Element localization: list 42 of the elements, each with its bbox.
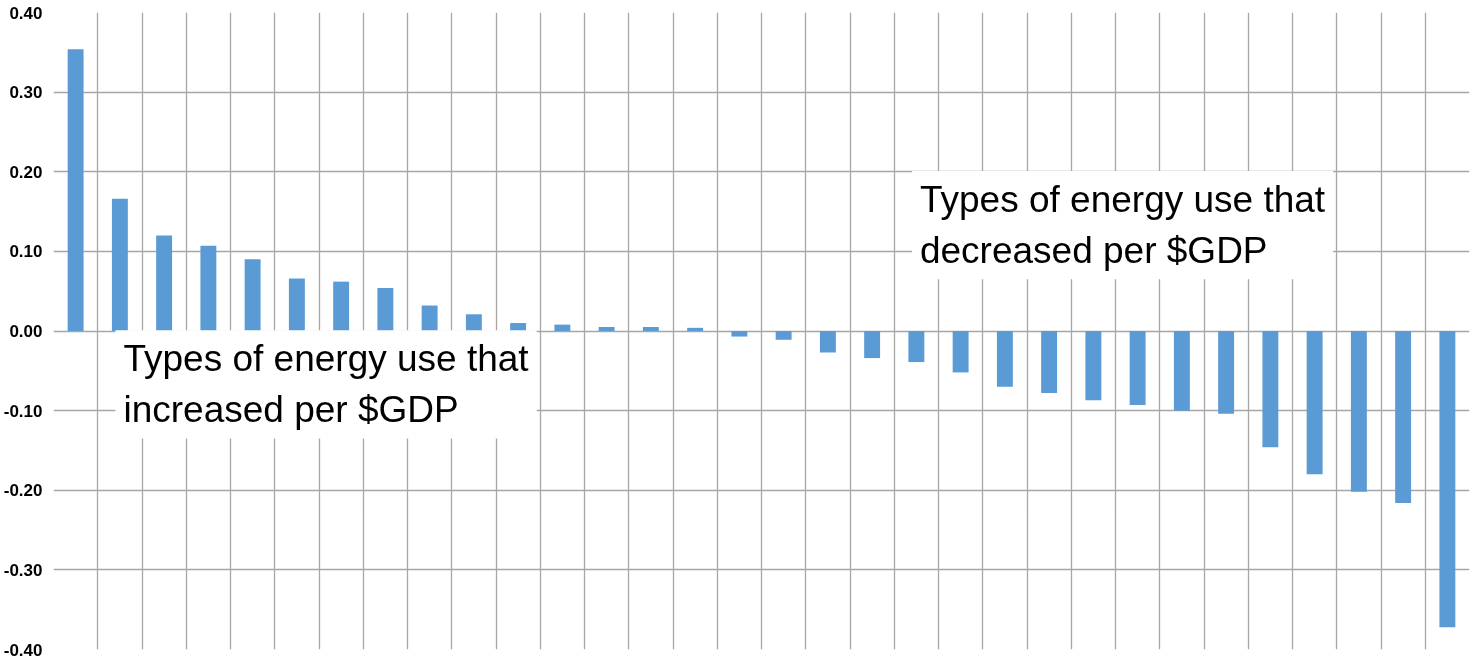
y-tick-label: 0.20 [9,162,43,182]
bar [775,331,792,340]
bar [288,278,305,331]
bar [1306,331,1323,475]
bar [1129,331,1146,406]
bar [200,245,217,331]
bar [1041,331,1058,394]
bar [598,327,615,331]
bar [731,331,748,337]
bar [642,327,659,331]
bar [1173,331,1190,411]
bar [952,331,969,373]
bar [687,327,704,331]
bar [465,314,482,331]
bar [864,331,881,359]
y-tick-label: 0.30 [9,83,43,103]
bar [1262,331,1279,448]
bar [996,331,1013,387]
y-tick-label: -0.10 [3,401,43,421]
bar [1350,331,1367,492]
bar [377,288,394,331]
bar [244,259,261,331]
bar [1218,331,1235,414]
bar [908,331,925,363]
bar [333,281,350,331]
bar [819,331,836,353]
y-tick-label: 0.10 [9,242,43,262]
bar [111,198,128,331]
bar [1395,331,1412,503]
bar [67,49,84,331]
bar [554,324,571,331]
bar [156,235,173,331]
y-tick-label: 0.00 [9,322,43,341]
bar [1439,331,1456,628]
y-tick-label: -0.30 [3,560,43,580]
bar [421,305,438,331]
y-tick-label: -0.20 [3,481,43,501]
annotation: Types of energy use that decreased per $GDP [919,178,1326,272]
annotation: Types of energy use that increased per $GDP [123,338,530,431]
y-tick-label: -0.40 [3,640,43,660]
bar [1085,331,1102,401]
y-tick-label: 0.40 [9,3,43,23]
